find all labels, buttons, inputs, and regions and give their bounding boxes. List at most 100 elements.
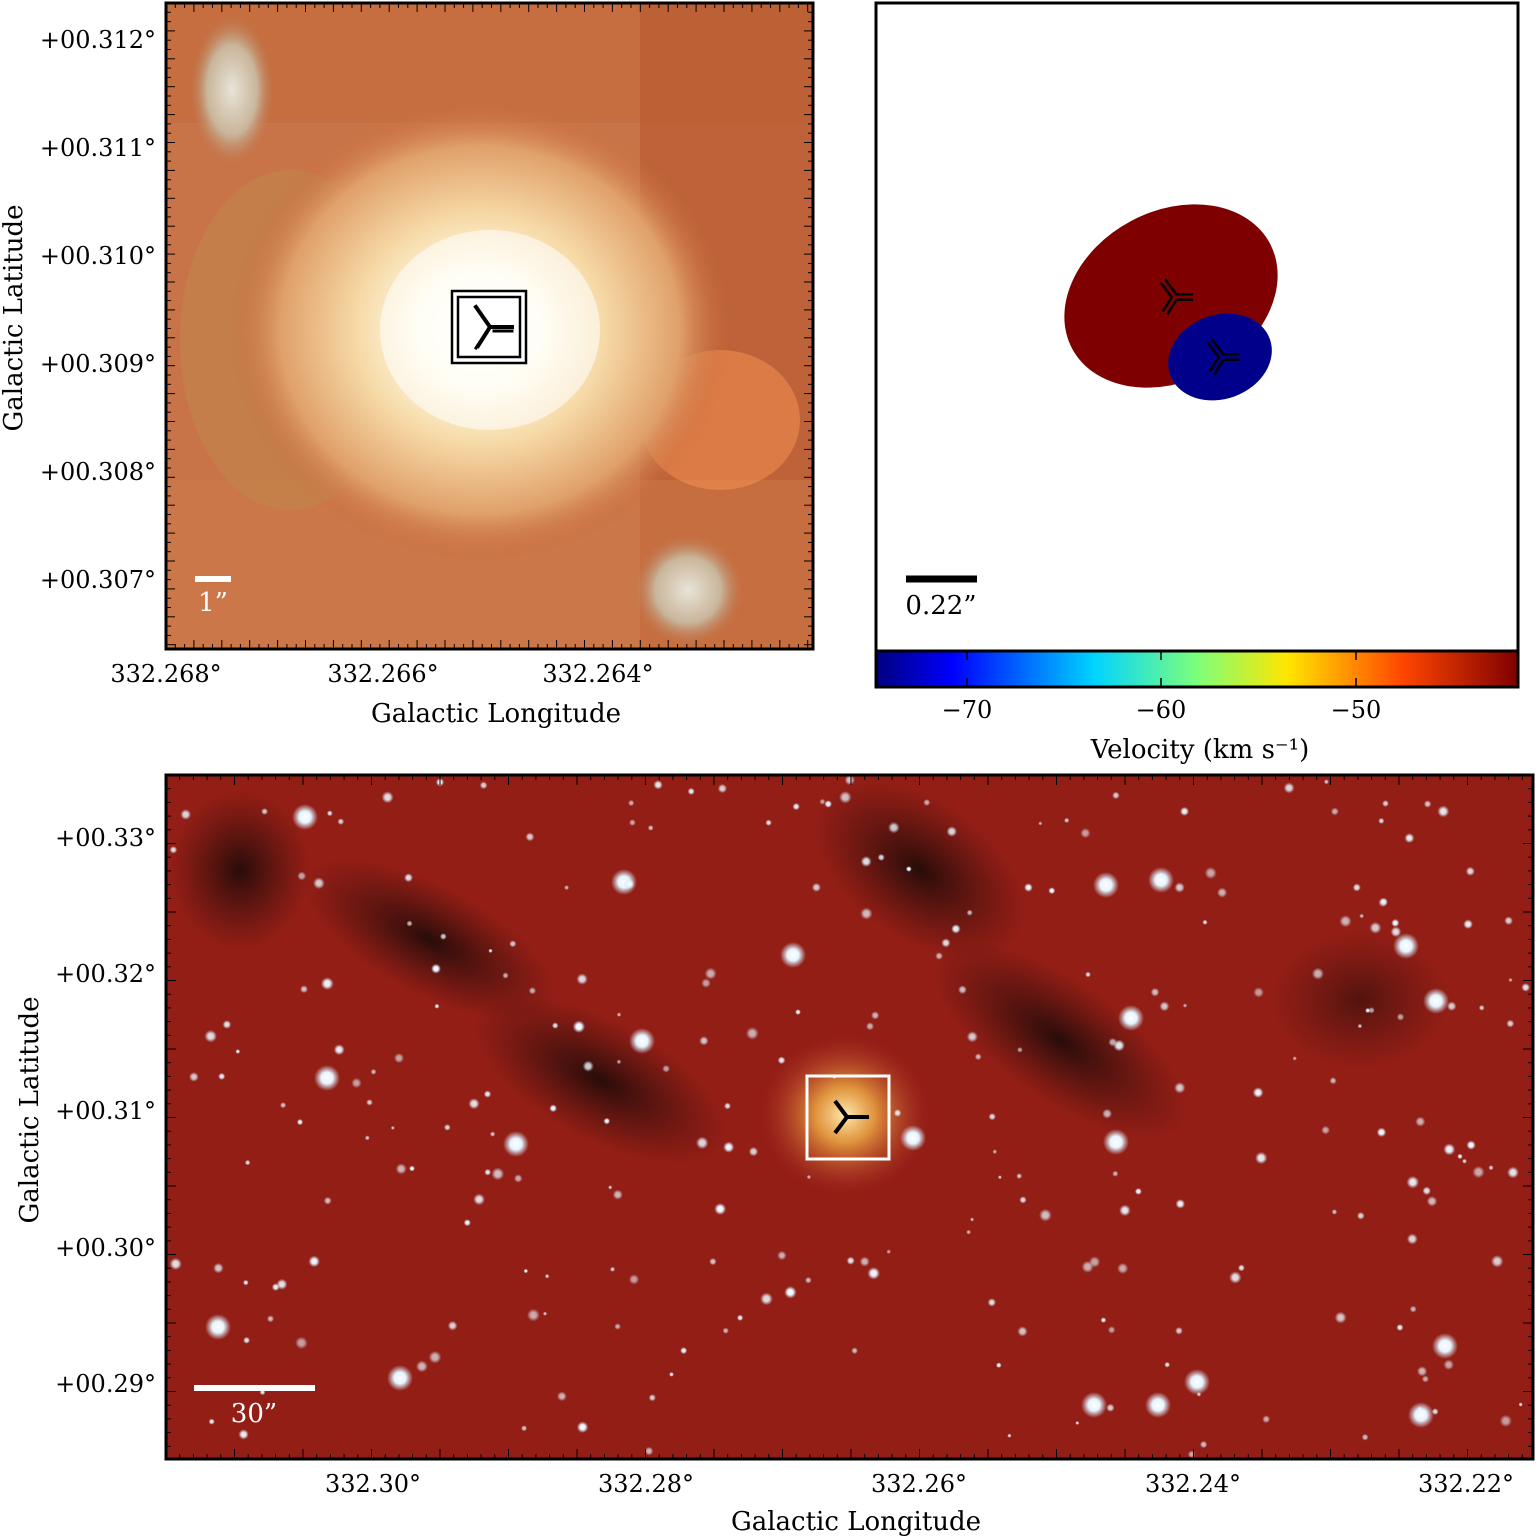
bright-star	[1184, 1369, 1210, 1395]
field-star	[893, 1109, 902, 1117]
bright-star	[1432, 1333, 1458, 1359]
field-star	[1415, 1116, 1426, 1127]
bright-star	[1423, 988, 1449, 1014]
field-star	[280, 1102, 287, 1109]
field-star	[1204, 866, 1217, 880]
field-star	[839, 791, 852, 804]
field-star	[1443, 1143, 1456, 1156]
field-star	[1016, 1173, 1023, 1179]
field-star	[701, 978, 711, 988]
field-star	[877, 853, 885, 862]
field-star	[1229, 1271, 1242, 1284]
field-star	[865, 1022, 875, 1031]
field-star	[1416, 1366, 1428, 1377]
b-xtick-3: 332.24°	[1145, 1470, 1241, 1498]
field-star	[629, 819, 636, 826]
field-star	[1107, 1326, 1116, 1334]
bright-star	[1148, 867, 1174, 893]
field-star	[699, 1036, 709, 1046]
field-star	[1457, 1153, 1463, 1160]
field-star	[1352, 883, 1361, 892]
field-star	[824, 800, 833, 808]
field-star	[958, 985, 967, 995]
field-star	[819, 798, 826, 805]
field-star	[760, 1292, 773, 1306]
b-ylabel: Galactic Latitude	[15, 997, 45, 1224]
field-star	[614, 1323, 621, 1330]
field-star	[483, 1090, 492, 1098]
bright-star	[780, 942, 806, 968]
field-star	[235, 1049, 241, 1054]
field-star	[997, 1175, 1002, 1180]
field-star	[1463, 919, 1473, 930]
field-star	[603, 1117, 611, 1125]
field-star	[1017, 1046, 1023, 1053]
field-star	[1196, 1391, 1202, 1397]
field-star	[1490, 1255, 1504, 1268]
field-star	[320, 977, 334, 990]
field-star	[544, 1273, 550, 1279]
field-star	[1007, 1433, 1012, 1438]
field-star	[351, 1077, 362, 1089]
field-star	[1292, 1056, 1297, 1061]
field-star	[723, 1141, 735, 1153]
field-star	[886, 1249, 891, 1254]
field-star	[1421, 1375, 1429, 1383]
field-star	[443, 1124, 451, 1131]
tl-xtick-0: 332.268°	[110, 660, 221, 688]
field-star	[323, 1196, 332, 1205]
field-star	[1024, 883, 1033, 892]
field-star	[1478, 1004, 1485, 1011]
field-star	[1179, 806, 1190, 817]
field-star	[1237, 1264, 1245, 1272]
bright-star	[1393, 933, 1419, 959]
bright-star	[900, 1125, 926, 1151]
field-star	[337, 818, 345, 825]
field-star	[1102, 1108, 1113, 1119]
field-star	[1108, 1037, 1118, 1047]
field-star	[513, 1174, 523, 1183]
field-star	[204, 1029, 217, 1043]
field-star	[296, 1118, 304, 1126]
bright-star	[205, 1314, 231, 1340]
bright-star	[1081, 1392, 1107, 1418]
field-star	[851, 1347, 858, 1355]
field-star	[1356, 1211, 1365, 1220]
dark-lane-2	[473, 995, 727, 1165]
field-star	[576, 1421, 589, 1433]
field-star	[1019, 1196, 1027, 1204]
tl-ylabel: Galactic Latitude	[0, 205, 29, 432]
velocity-colorbar	[874, 649, 1520, 689]
field-star	[502, 972, 509, 979]
bottom-minor-ticks	[165, 774, 1533, 1459]
field-star	[1365, 1007, 1371, 1014]
colorbar-ticks	[966, 651, 1357, 687]
field-star	[709, 1257, 717, 1266]
dark-lane-1	[303, 858, 557, 1022]
field-star	[695, 1136, 709, 1150]
field-stars	[169, 775, 1531, 1459]
field-star	[860, 856, 872, 867]
field-star	[806, 1174, 812, 1180]
field-star	[1437, 805, 1450, 818]
field-star	[1466, 1140, 1476, 1150]
field-star	[1112, 791, 1120, 800]
field-star	[1406, 1233, 1418, 1245]
field-star	[1518, 1402, 1523, 1407]
field-star	[736, 1314, 744, 1322]
field-star	[647, 825, 654, 831]
field-star	[431, 963, 441, 974]
field-star	[970, 1217, 975, 1222]
field-star	[525, 832, 535, 842]
field-star	[1048, 887, 1056, 895]
field-star	[662, 1064, 670, 1073]
field-star	[409, 1165, 415, 1172]
field-star	[488, 948, 493, 953]
field-star	[1283, 782, 1295, 794]
triple-spoke-marker-icon	[473, 304, 514, 351]
field-star	[608, 1185, 613, 1190]
field-star	[1175, 1199, 1186, 1209]
field-star	[784, 1286, 797, 1299]
top-left-minor-ticks	[165, 2, 813, 649]
